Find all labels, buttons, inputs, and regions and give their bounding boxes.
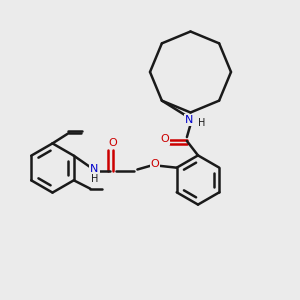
Text: H: H [198,118,206,128]
Text: O: O [150,159,159,170]
Text: N: N [90,164,99,175]
Text: H: H [91,174,98,184]
Text: O: O [160,134,169,144]
Text: O: O [108,138,117,148]
Text: N: N [185,115,193,125]
